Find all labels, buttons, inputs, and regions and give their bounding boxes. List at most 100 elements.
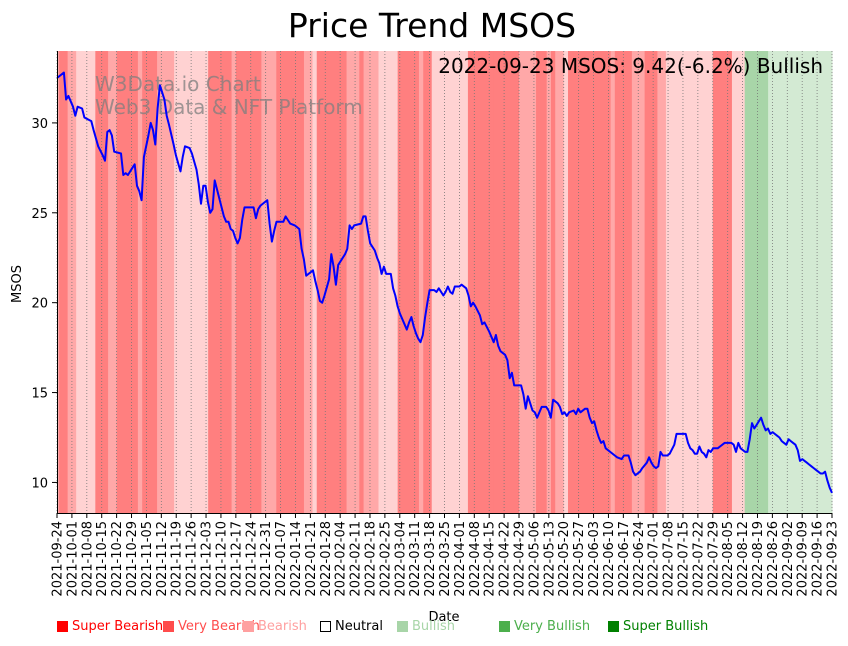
x-tick-label: 2022-07-29: [706, 521, 721, 597]
x-tick-label: 2021-11-19: [170, 521, 185, 597]
band-light-bearish: [76, 51, 96, 513]
legend-item-very-bearish: Very Bearish: [163, 619, 260, 634]
legend-item-super-bullish: Super Bullish: [608, 619, 708, 634]
band-bearish: [157, 51, 175, 513]
legend-label: Neutral: [335, 619, 383, 634]
x-tick-label: 2021-09-24: [51, 521, 66, 597]
watermark-line-2: Web3 Data & NFT Platform: [95, 95, 363, 119]
y-tick-label: 15: [31, 387, 48, 402]
legend-swatch: [608, 621, 619, 632]
x-tick-label: 2022-07-15: [676, 521, 691, 597]
y-tick-label: 25: [31, 207, 48, 222]
x-tick-label: 2022-01-07: [274, 521, 289, 597]
band-light-bearish: [563, 51, 569, 513]
band-very-bearish: [142, 51, 158, 513]
band-very-bearish: [235, 51, 262, 513]
band-bearish: [363, 51, 379, 513]
x-tick-label: 2021-10-22: [110, 521, 125, 597]
legend-item-super-bearish: Super Bearish: [57, 619, 163, 634]
band-very-bearish: [644, 51, 658, 513]
x-tick-label: 2022-08-26: [766, 521, 781, 597]
band-light-bearish: [378, 51, 399, 513]
x-tick-label: 2022-05-13: [542, 521, 557, 597]
legend-item-bearish: Bearish: [243, 619, 307, 634]
x-tick-label: 2022-03-11: [408, 521, 423, 597]
x-ticks: 2021-09-24 2021-10-01 2021-10-08 2021-10-15…: [51, 513, 841, 597]
band-very-bullish: [768, 51, 833, 513]
x-tick-label: 2022-07-22: [691, 521, 706, 597]
band-very-bearish: [550, 51, 556, 513]
band-very-bearish: [423, 51, 433, 513]
x-tick-label: 2021-10-15: [95, 521, 110, 597]
x-tick-label: 2022-04-29: [513, 521, 528, 597]
x-tick-label: 2021-12-10: [214, 521, 229, 597]
x-tick-label: 2022-03-18: [423, 521, 438, 597]
x-tick-label: 2022-05-06: [527, 521, 542, 597]
legend-swatch: [499, 621, 510, 632]
x-tick-label: 2022-08-05: [721, 521, 736, 597]
x-tick-label: 2022-05-20: [557, 521, 572, 597]
band-light-bearish: [665, 51, 714, 513]
x-tick-label: 2021-12-24: [244, 521, 259, 597]
x-tick-label: 2022-03-25: [438, 521, 453, 597]
legend-label: Super Bullish: [623, 619, 709, 634]
x-tick-label: 2022-09-02: [781, 521, 796, 597]
x-tick-label: 2022-09-23: [826, 521, 841, 597]
x-tick-label: 2021-10-29: [125, 521, 140, 597]
x-tick-label: 2021-12-31: [259, 521, 274, 597]
band-light-bearish: [446, 51, 469, 513]
legend-swatch: [243, 621, 254, 632]
band-bullish: [744, 51, 769, 513]
latest-price-annotation: 2022-09-23 MSOS: 9.42(-6.2%) Bullish: [438, 54, 823, 78]
band-light-bearish: [431, 51, 437, 513]
band-very-bearish: [467, 51, 494, 513]
x-tick-label: 2021-10-01: [65, 521, 80, 597]
band-bearish: [57, 51, 60, 513]
x-tick-label: 2022-09-16: [811, 521, 826, 597]
x-tick-label: 2022-04-01: [453, 521, 468, 597]
legend-label: Bearish: [258, 619, 307, 634]
x-tick-label: 2022-02-11: [349, 521, 364, 597]
chart-title: Price Trend MSOS: [288, 6, 576, 45]
band-bearish: [555, 51, 565, 513]
x-tick-label: 2022-07-01: [647, 521, 662, 597]
x-tick-label: 2021-11-12: [155, 521, 170, 597]
x-tick-label: 2022-09-09: [796, 521, 811, 597]
legend-swatch: [57, 621, 68, 632]
legend-item-very-bullish: Very Bullish: [499, 619, 590, 634]
band-very-bearish: [567, 51, 612, 513]
band-very-bearish: [493, 51, 520, 513]
x-tick-label: 2022-08-19: [751, 521, 766, 597]
x-tick-label: 2022-02-04: [334, 521, 349, 597]
x-tick-label: 2022-02-18: [363, 521, 378, 597]
legend-label: Very Bullish: [514, 619, 591, 634]
x-tick-label: 2021-10-08: [80, 521, 95, 597]
band-very-bearish: [316, 51, 348, 513]
band-very-bearish: [536, 51, 548, 513]
x-tick-label: 2022-06-03: [587, 521, 602, 597]
band-bearish: [346, 51, 360, 513]
x-tick-label: 2022-04-22: [498, 521, 513, 597]
band-very-bearish: [291, 51, 305, 513]
legend-swatch: [163, 621, 174, 632]
x-tick-label: 2022-04-08: [468, 521, 483, 597]
x-tick-label: 2022-05-27: [572, 521, 587, 597]
legend-item-neutral: Neutral: [320, 619, 383, 634]
x-tick-label: 2022-07-08: [662, 521, 677, 597]
band-bearish: [610, 51, 616, 513]
legend-label: Super Bearish: [72, 619, 164, 634]
band-bearish: [231, 51, 237, 513]
price-line-msos: [56, 71, 833, 494]
legend-swatch: [320, 621, 331, 632]
band-light-bearish: [731, 51, 746, 513]
watermark-line-1: W3Data.io Chart: [95, 72, 261, 96]
legend-item-bullish: Bullish: [397, 619, 455, 634]
x-tick-label: 2022-01-14: [289, 521, 304, 597]
x-tick-label: 2022-04-15: [483, 521, 498, 597]
band-very-bearish: [116, 51, 139, 513]
band-bearish: [657, 51, 667, 513]
y-tick-label: 10: [31, 476, 48, 491]
x-tick-label: 2022-06-10: [602, 521, 617, 597]
x-tick-label: 2022-03-04: [393, 521, 408, 597]
